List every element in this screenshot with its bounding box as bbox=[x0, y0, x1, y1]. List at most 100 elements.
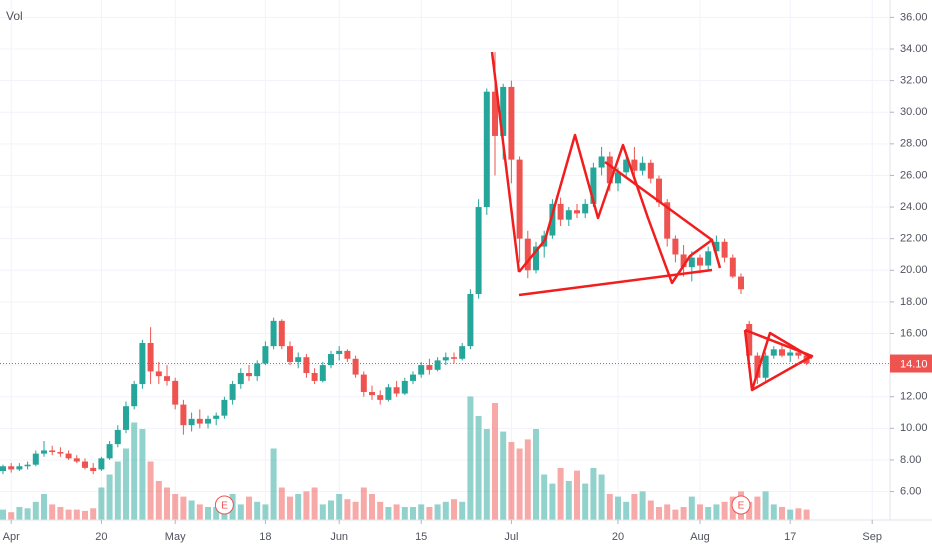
earnings-marker bbox=[214, 495, 234, 515]
y-tick-label: 6.00 bbox=[900, 485, 921, 497]
volume-bar bbox=[582, 483, 589, 520]
x-tick-label: May bbox=[165, 531, 186, 543]
volume-bar bbox=[295, 494, 302, 520]
candle-body bbox=[90, 467, 97, 472]
candle-body bbox=[262, 346, 269, 364]
volume-bar bbox=[319, 504, 326, 520]
volume-bar bbox=[467, 396, 474, 520]
grid bbox=[0, 0, 890, 520]
triangle bbox=[743, 328, 814, 392]
candle-body bbox=[221, 399, 228, 416]
y-tick-label: 10.00 bbox=[900, 422, 928, 434]
volume-bar bbox=[434, 504, 441, 520]
y-tick-label: 30.00 bbox=[900, 106, 928, 118]
candle-body bbox=[459, 346, 466, 359]
volume-bar bbox=[303, 491, 310, 520]
volume-bar bbox=[475, 416, 482, 520]
candle-body bbox=[590, 167, 597, 204]
x-tick-label: Sep bbox=[862, 531, 882, 543]
volume-bar bbox=[483, 429, 490, 520]
support-line bbox=[518, 268, 713, 297]
candle-body bbox=[762, 355, 769, 378]
volume-bar bbox=[196, 504, 203, 520]
volume-bar bbox=[779, 507, 785, 520]
candle-body bbox=[205, 418, 211, 424]
volume-bar bbox=[8, 512, 15, 520]
volume-bar bbox=[213, 507, 220, 520]
volume-bar bbox=[287, 496, 293, 520]
zigzag-line bbox=[518, 133, 722, 285]
volume-bar bbox=[246, 496, 252, 520]
candle-body bbox=[344, 350, 351, 359]
pattern-drawings bbox=[490, 51, 814, 392]
candle-body bbox=[451, 357, 457, 359]
candle-body bbox=[352, 358, 359, 375]
candle-body bbox=[492, 91, 498, 136]
volume-bar bbox=[114, 461, 121, 520]
volume-bar bbox=[541, 474, 548, 520]
resistance-line bbox=[604, 160, 713, 242]
candle-body bbox=[155, 371, 162, 377]
candle-body bbox=[41, 450, 47, 454]
candle-body bbox=[746, 324, 753, 356]
candle-body bbox=[729, 257, 736, 277]
candle-body bbox=[647, 162, 654, 179]
volume-bar bbox=[385, 507, 392, 520]
candle-body bbox=[574, 210, 580, 214]
volume-bar bbox=[672, 509, 679, 520]
candle-body bbox=[623, 159, 630, 173]
volume-bar bbox=[393, 504, 400, 520]
x-tick-label: 15 bbox=[415, 531, 427, 543]
candle-body bbox=[139, 342, 146, 385]
x-tick-label: Jun bbox=[330, 531, 348, 543]
volume-bar bbox=[631, 494, 638, 520]
volume-bar bbox=[24, 508, 31, 520]
candle-body bbox=[697, 257, 703, 266]
candle-body bbox=[565, 210, 572, 220]
candle-body bbox=[631, 159, 638, 171]
volume-bar bbox=[615, 496, 621, 520]
volume-bar bbox=[344, 499, 351, 520]
candle-body bbox=[196, 418, 203, 424]
volume-bar bbox=[360, 487, 367, 520]
volume-bar bbox=[787, 509, 794, 520]
volume-bar bbox=[565, 481, 572, 520]
candle-body bbox=[270, 320, 277, 347]
volume-bar bbox=[656, 507, 662, 520]
zigzag-line bbox=[750, 331, 813, 391]
volume-bar bbox=[377, 501, 384, 520]
volume-bar bbox=[41, 494, 47, 520]
volume-bar bbox=[311, 487, 318, 520]
volume-bar bbox=[803, 509, 810, 520]
candle-body bbox=[73, 458, 80, 462]
candle-body bbox=[246, 373, 252, 377]
candle-body bbox=[401, 380, 408, 394]
y-tick-label: 22.00 bbox=[900, 233, 928, 245]
candle-body bbox=[369, 391, 375, 396]
candle-body bbox=[557, 203, 564, 220]
volume-bar bbox=[713, 504, 720, 520]
x-tick-label: Apr bbox=[3, 531, 20, 543]
volume-bar bbox=[90, 508, 97, 520]
candle-body bbox=[213, 415, 220, 419]
volume-bar bbox=[516, 448, 523, 520]
candle-body bbox=[229, 384, 236, 400]
volume-bar bbox=[147, 461, 154, 520]
y-tick-label: 36.00 bbox=[900, 11, 928, 23]
volume-bar bbox=[459, 501, 466, 520]
candle-body bbox=[16, 466, 23, 470]
volume-bar bbox=[278, 487, 285, 520]
candle-body bbox=[467, 293, 474, 347]
candle-body bbox=[0, 466, 6, 472]
volume-bar bbox=[188, 500, 195, 520]
volume-bar bbox=[16, 507, 23, 520]
volume-bar bbox=[500, 431, 507, 520]
candle-body bbox=[688, 257, 695, 268]
candle-body bbox=[779, 349, 785, 356]
volume-bar bbox=[369, 494, 375, 520]
candle-body bbox=[516, 159, 523, 239]
volume-bar bbox=[262, 504, 269, 520]
candle-body bbox=[49, 450, 56, 453]
